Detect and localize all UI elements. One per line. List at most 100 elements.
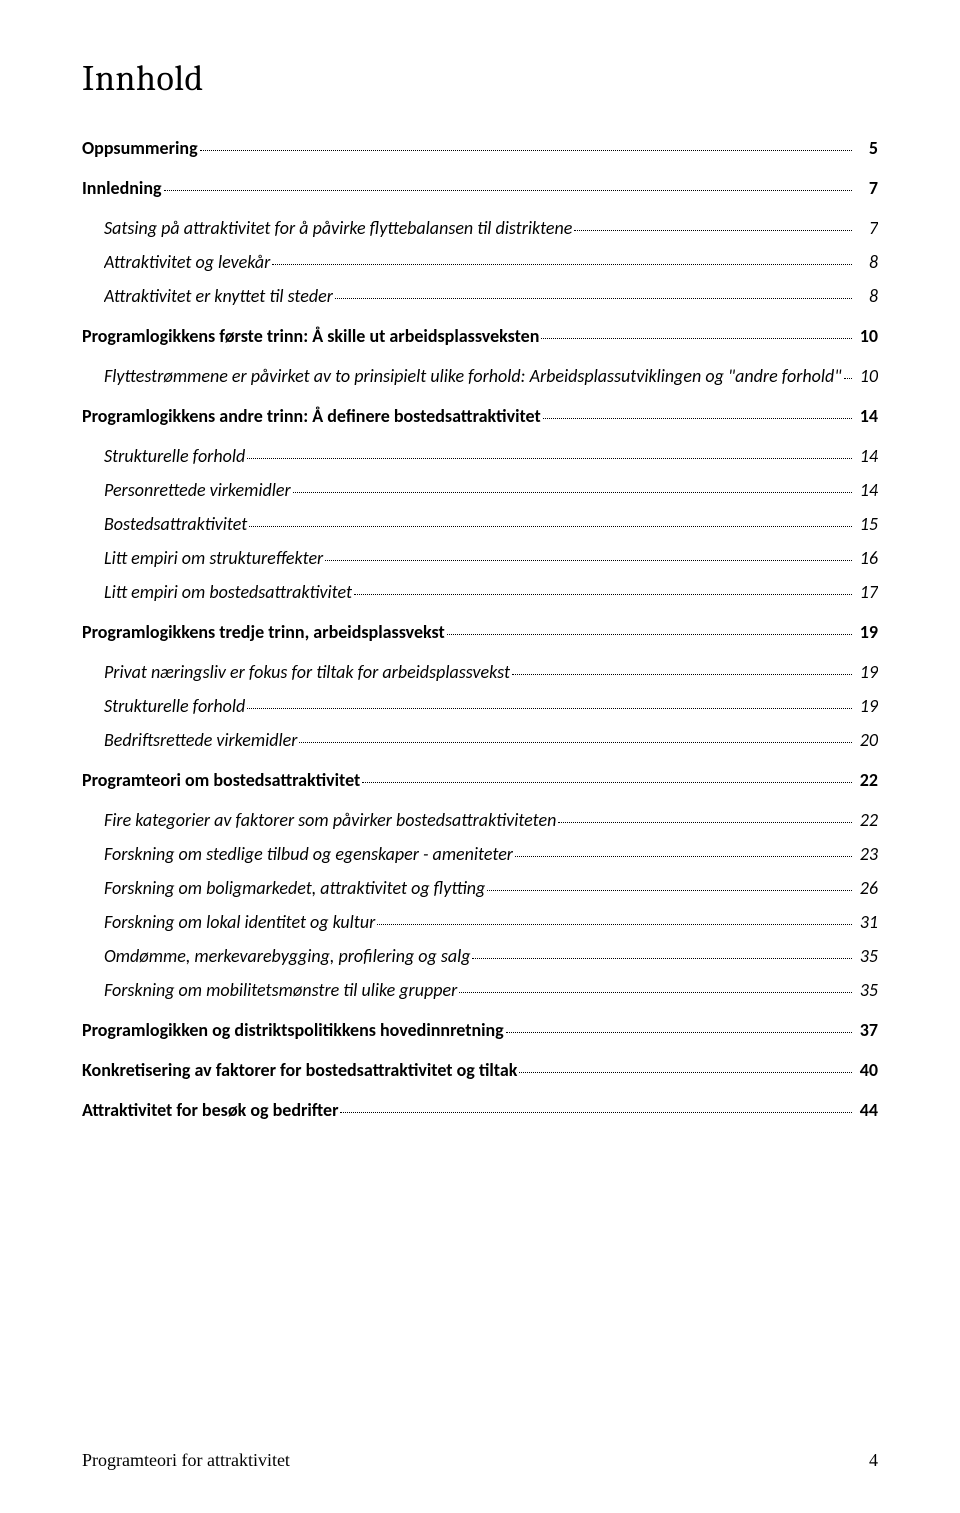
toc-entry-page: 20 [854,729,878,751]
toc-entry-text: Forskning om lokal identitet og kultur [104,911,375,933]
toc-entry: Forskning om stedlige tilbud og egenskap… [104,843,878,865]
toc-entry: Programteori om bostedsattraktivitet 22 [82,769,878,791]
toc-entry-text: Fire kategorier av faktorer som påvirker… [104,809,556,831]
toc-entry-page: 14 [854,445,878,467]
toc-entry-text: Attraktivitet er knyttet til steder [104,285,333,307]
toc-entry-text: Strukturelle forhold [104,445,245,467]
footer-page-number: 4 [869,1450,878,1471]
footer-title: Programteori for attraktivitet [82,1450,290,1471]
toc-entry-page: 19 [854,661,878,683]
toc-entry-text: Forskning om mobilitetsmønstre til ulike… [104,979,457,1001]
toc-entry: Konkretisering av faktorer for bostedsat… [82,1059,878,1081]
toc-entry-text: Programlogikkens første trinn: Å skille … [82,325,539,347]
toc-leader-dots [487,890,852,891]
toc-entry-page: 8 [854,251,878,273]
toc-entry: Strukturelle forhold 14 [104,445,878,467]
toc-entry: Personrettede virkemidler 14 [104,479,878,501]
table-of-contents: Oppsummering 5 Innledning 7 Satsing på attra… [82,137,878,1121]
toc-entry-page: 40 [854,1059,878,1081]
toc-entry: Omdømme, merkevarebygging, profilering o… [104,945,878,967]
document-page: Innhold Oppsummering 5 Innledning 7 Satsing … [0,0,960,1513]
toc-entry: Programlogikkens tredje trinn, arbeidspl… [82,621,878,643]
toc-leader-dots [340,1112,852,1113]
toc-entry: Flyttestrømmene er påvirket av to prinsi… [104,365,878,387]
toc-entry-page: 10 [854,365,878,387]
toc-leader-dots [472,958,852,959]
toc-leader-dots [354,594,852,595]
toc-leader-dots [519,1072,852,1073]
toc-entry: Bostedsattraktivitet 15 [104,513,878,535]
toc-entry-text: Programlogikken og distriktspolitikkens … [82,1019,504,1041]
toc-leader-dots [247,708,852,709]
toc-entry-page: 8 [854,285,878,307]
toc-entry: Programlogikken og distriktspolitikkens … [82,1019,878,1041]
toc-entry-page: 5 [854,137,878,159]
toc-entry: Forskning om boligmarkedet, attraktivite… [104,877,878,899]
toc-leader-dots [506,1032,852,1033]
toc-entry: Litt empiri om struktureffekter 16 [104,547,878,569]
toc-entry-page: 7 [854,217,878,239]
toc-entry-page: 16 [854,547,878,569]
toc-entry-page: 19 [854,695,878,717]
toc-entry-page: 31 [854,911,878,933]
toc-leader-dots [447,634,852,635]
toc-leader-dots [574,230,852,231]
toc-entry-page: 7 [854,177,878,199]
toc-entry-text: Personrettede virkemidler [104,479,291,501]
toc-entry: Strukturelle forhold 19 [104,695,878,717]
toc-entry-text: Forskning om stedlige tilbud og egenskap… [104,843,513,865]
toc-entry-page: 44 [854,1099,878,1121]
toc-entry-page: 14 [854,479,878,501]
toc-entry-text: Innledning [82,177,162,199]
toc-leader-dots [249,526,852,527]
toc-entry: Attraktivitet er knyttet til steder 8 [104,285,878,307]
page-footer: Programteori for attraktivitet 4 [82,1450,878,1471]
toc-leader-dots [543,418,852,419]
toc-leader-dots [512,674,852,675]
toc-leader-dots [844,378,852,379]
toc-entry-page: 17 [854,581,878,603]
toc-leader-dots [293,492,852,493]
toc-entry-text: Programteori om bostedsattraktivitet [82,769,360,791]
toc-entry-text: Satsing på attraktivitet for å påvirke f… [104,217,572,239]
toc-entry-page: 22 [854,769,878,791]
toc-leader-dots [299,742,852,743]
toc-leader-dots [164,190,852,191]
toc-entry: Innledning 7 [82,177,878,199]
toc-entry: Attraktivitet for besøk og bedrifter 44 [82,1099,878,1121]
toc-entry: Litt empiri om bostedsattraktivitet 17 [104,581,878,603]
toc-entry-text: Attraktivitet for besøk og bedrifter [82,1099,338,1121]
toc-entry: Attraktivitet og levekår8 [104,251,878,273]
toc-entry-text: Konkretisering av faktorer for bostedsat… [82,1059,517,1081]
toc-leader-dots [377,924,852,925]
toc-entry: Forskning om mobilitetsmønstre til ulike… [104,979,878,1001]
toc-entry: Fire kategorier av faktorer som påvirker… [104,809,878,831]
toc-entry-page: 26 [854,877,878,899]
page-title: Innhold [82,58,878,99]
toc-entry-text: Litt empiri om bostedsattraktivitet [104,581,352,603]
toc-entry-text: Bedriftsrettede virkemidler [104,729,297,751]
toc-entry: Forskning om lokal identitet og kultur 31 [104,911,878,933]
toc-entry-text: Omdømme, merkevarebygging, profilering o… [104,945,470,967]
toc-entry-text: Litt empiri om struktureffekter [104,547,323,569]
toc-entry-text: Bostedsattraktivitet [104,513,247,535]
toc-leader-dots [515,856,852,857]
toc-entry-page: 23 [854,843,878,865]
toc-entry-page: 35 [854,945,878,967]
toc-leader-dots [200,150,852,151]
toc-entry-text: Strukturelle forhold [104,695,245,717]
toc-entry: Programlogikkens andre trinn: Å definere… [82,405,878,427]
toc-entry-page: 10 [854,325,878,347]
toc-entry: Oppsummering 5 [82,137,878,159]
toc-entry: Bedriftsrettede virkemidler 20 [104,729,878,751]
toc-entry-page: 15 [854,513,878,535]
toc-entry-page: 14 [854,405,878,427]
toc-entry-text: Forskning om boligmarkedet, attraktivite… [104,877,485,899]
toc-entry-text: Oppsummering [82,137,198,159]
toc-leader-dots [335,298,852,299]
toc-entry-page: 19 [854,621,878,643]
toc-entry: Privat næringsliv er fokus for tiltak fo… [104,661,878,683]
toc-entry-text: Flyttestrømmene er påvirket av to prinsi… [104,365,842,387]
toc-leader-dots [247,458,852,459]
toc-entry: Satsing på attraktivitet for å påvirke f… [104,217,878,239]
